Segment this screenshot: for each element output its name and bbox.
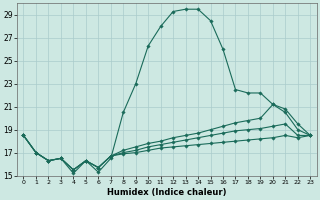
X-axis label: Humidex (Indice chaleur): Humidex (Indice chaleur) bbox=[107, 188, 227, 197]
